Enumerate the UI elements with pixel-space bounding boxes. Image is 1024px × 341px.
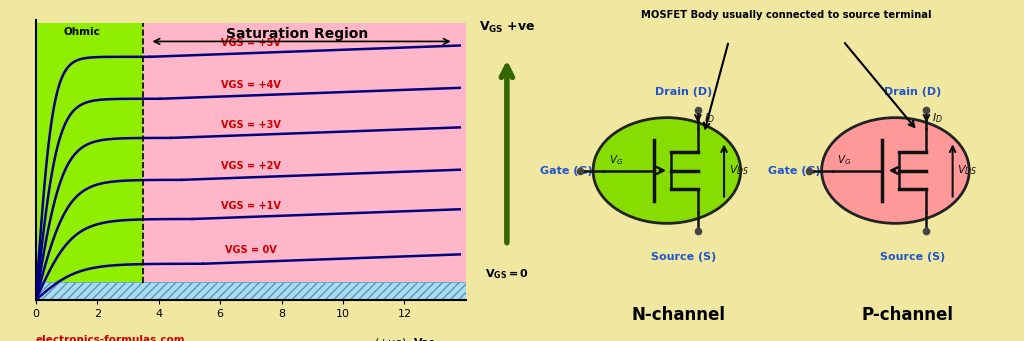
Text: Drain (D): Drain (D) — [884, 87, 941, 97]
Text: $V_G$: $V_G$ — [609, 154, 624, 167]
Text: VGS = +4V: VGS = +4V — [221, 80, 281, 90]
Text: VGS = +1V: VGS = +1V — [221, 201, 281, 211]
Text: $\mathbf{V_{GS}}$ +ve: $\mathbf{V_{GS}}$ +ve — [478, 20, 536, 35]
Bar — [36, 282, 466, 300]
Text: VGS = +3V: VGS = +3V — [221, 119, 281, 130]
Text: P-channel: P-channel — [861, 306, 953, 324]
Text: Saturation Region: Saturation Region — [226, 28, 368, 42]
Text: $\mathbf{I_{D(mA)}}$: $\mathbf{I_{D(mA)}}$ — [20, 0, 57, 1]
Text: $\mathbf{V_{GS} = 0}$: $\mathbf{V_{GS} = 0}$ — [485, 267, 528, 281]
Text: Drain (D): Drain (D) — [655, 87, 713, 97]
Text: MOSFET Body usually connected to source terminal: MOSFET Body usually connected to source … — [641, 10, 931, 20]
Text: Gate (G): Gate (G) — [540, 165, 592, 176]
Text: $V_{DS}$: $V_{DS}$ — [729, 164, 750, 177]
Text: Ohmic: Ohmic — [63, 28, 100, 38]
Text: Source (S): Source (S) — [880, 252, 945, 263]
Text: electronics-formulas.com: electronics-formulas.com — [36, 335, 185, 341]
Text: Source (S): Source (S) — [651, 252, 716, 263]
Text: VGS = 0V: VGS = 0V — [225, 245, 276, 255]
Bar — [36, 23, 143, 283]
Text: VGS = +5V: VGS = +5V — [221, 39, 281, 48]
Text: $I_D$: $I_D$ — [703, 111, 715, 124]
Text: $V_{DS}$: $V_{DS}$ — [957, 164, 978, 177]
Circle shape — [821, 118, 970, 223]
Text: N-channel: N-channel — [632, 306, 726, 324]
Circle shape — [593, 118, 740, 223]
Text: Gate (G): Gate (G) — [768, 165, 821, 176]
Text: $(+ve)$  $\mathbf{V_{DS}}$: $(+ve)$ $\mathbf{V_{DS}}$ — [374, 337, 435, 341]
Text: VGS = +2V: VGS = +2V — [221, 161, 281, 172]
Text: $I_D$: $I_D$ — [932, 111, 943, 124]
Text: $V_G$: $V_G$ — [838, 154, 852, 167]
Bar — [143, 23, 466, 283]
Bar — [36, 282, 466, 300]
